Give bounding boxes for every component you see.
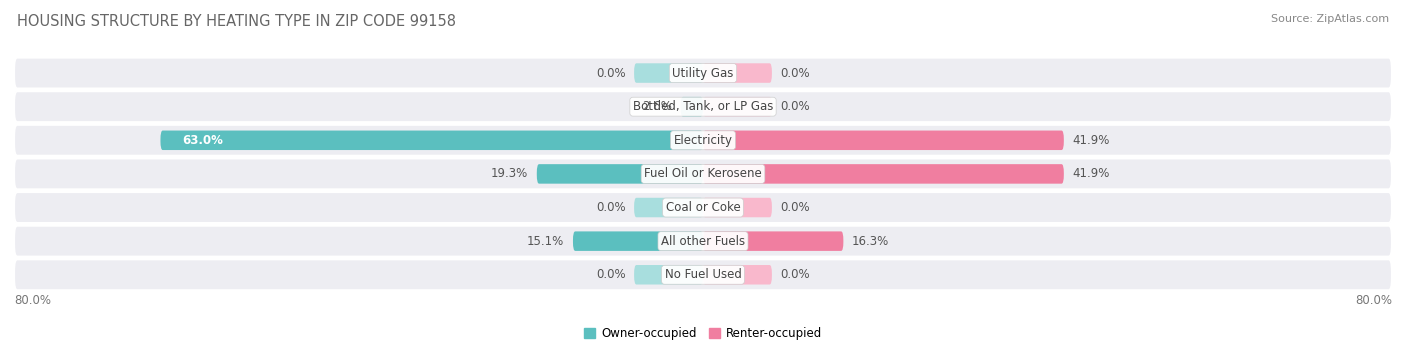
Text: Coal or Coke: Coal or Coke xyxy=(665,201,741,214)
FancyBboxPatch shape xyxy=(537,164,703,184)
Text: Utility Gas: Utility Gas xyxy=(672,66,734,79)
FancyBboxPatch shape xyxy=(703,97,772,116)
Text: 41.9%: 41.9% xyxy=(1073,134,1109,147)
FancyBboxPatch shape xyxy=(703,232,844,251)
FancyBboxPatch shape xyxy=(634,63,703,83)
Text: 0.0%: 0.0% xyxy=(596,268,626,281)
Text: 0.0%: 0.0% xyxy=(780,268,810,281)
FancyBboxPatch shape xyxy=(14,226,1392,257)
FancyBboxPatch shape xyxy=(14,192,1392,223)
FancyBboxPatch shape xyxy=(703,131,1064,150)
Legend: Owner-occupied, Renter-occupied: Owner-occupied, Renter-occupied xyxy=(583,327,823,340)
FancyBboxPatch shape xyxy=(681,97,703,116)
FancyBboxPatch shape xyxy=(14,91,1392,122)
FancyBboxPatch shape xyxy=(14,159,1392,189)
FancyBboxPatch shape xyxy=(703,63,772,83)
FancyBboxPatch shape xyxy=(634,198,703,217)
Text: 19.3%: 19.3% xyxy=(491,167,529,180)
FancyBboxPatch shape xyxy=(574,232,703,251)
FancyBboxPatch shape xyxy=(14,58,1392,89)
Text: Bottled, Tank, or LP Gas: Bottled, Tank, or LP Gas xyxy=(633,100,773,113)
Text: 2.6%: 2.6% xyxy=(643,100,672,113)
Text: 0.0%: 0.0% xyxy=(596,66,626,79)
Text: Fuel Oil or Kerosene: Fuel Oil or Kerosene xyxy=(644,167,762,180)
FancyBboxPatch shape xyxy=(703,198,772,217)
FancyBboxPatch shape xyxy=(14,259,1392,290)
Text: 80.0%: 80.0% xyxy=(14,294,51,307)
Text: 0.0%: 0.0% xyxy=(780,66,810,79)
Text: 0.0%: 0.0% xyxy=(596,201,626,214)
Text: HOUSING STRUCTURE BY HEATING TYPE IN ZIP CODE 99158: HOUSING STRUCTURE BY HEATING TYPE IN ZIP… xyxy=(17,14,456,29)
Text: 16.3%: 16.3% xyxy=(852,235,889,248)
Text: Source: ZipAtlas.com: Source: ZipAtlas.com xyxy=(1271,14,1389,24)
Text: All other Fuels: All other Fuels xyxy=(661,235,745,248)
Text: Electricity: Electricity xyxy=(673,134,733,147)
FancyBboxPatch shape xyxy=(703,265,772,284)
FancyBboxPatch shape xyxy=(703,164,1064,184)
Text: 15.1%: 15.1% xyxy=(527,235,564,248)
FancyBboxPatch shape xyxy=(160,131,703,150)
FancyBboxPatch shape xyxy=(14,125,1392,156)
Text: 0.0%: 0.0% xyxy=(780,100,810,113)
Text: 41.9%: 41.9% xyxy=(1073,167,1109,180)
Text: No Fuel Used: No Fuel Used xyxy=(665,268,741,281)
Text: 80.0%: 80.0% xyxy=(1355,294,1392,307)
Text: 63.0%: 63.0% xyxy=(181,134,224,147)
FancyBboxPatch shape xyxy=(634,265,703,284)
Text: 0.0%: 0.0% xyxy=(780,201,810,214)
